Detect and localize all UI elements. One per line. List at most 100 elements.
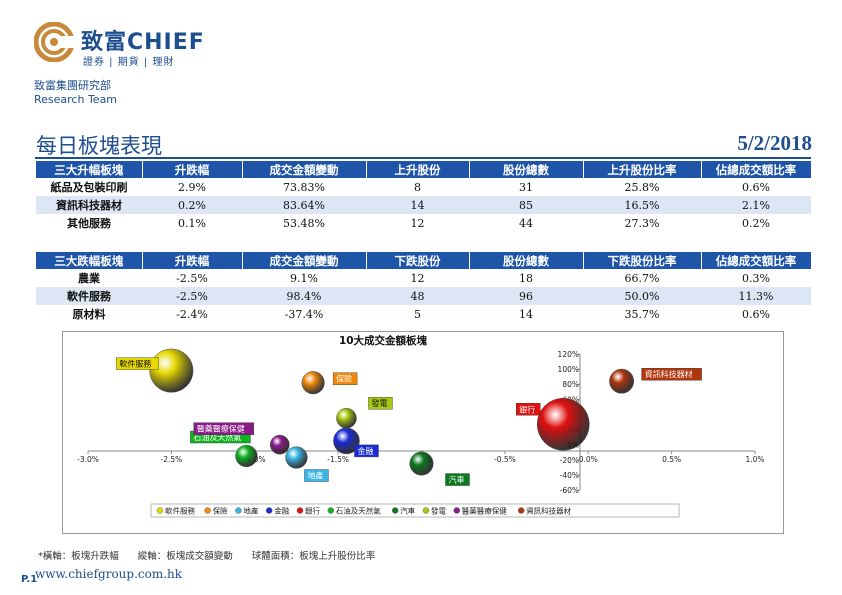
table-cell: 18: [519, 271, 533, 285]
legend-swatch: [296, 507, 304, 514]
table-cell: 73.83%: [283, 180, 325, 194]
y-tick-label: -20%: [560, 456, 579, 465]
bubble-7: [409, 451, 434, 476]
col-header: 佔總成交額比率: [701, 161, 812, 178]
legend-entry: 軟件服務: [165, 506, 195, 516]
sector-name: 農業: [78, 272, 100, 285]
y-tick-label: 120%: [558, 350, 579, 359]
col-header: 下跌股份: [366, 252, 470, 269]
legend-entry: 地產: [243, 506, 258, 516]
table-row: 原材料 -2.4% -37.4% 5 14 35.7% 0.6%: [36, 305, 811, 323]
table-header-row: 三大升幅板塊 升跌幅 成交金額變動 上升股份 股份總數 上升股份比率 佔總成交額…: [36, 161, 812, 178]
bubble-chart-svg: 10大成交金額板塊 -3.0%-2.5%-2.0%-1.5%-1.0%-0.5%…: [77, 334, 765, 518]
bubble-1: [149, 348, 194, 393]
legend-swatch: [156, 507, 164, 514]
top-losers-table: 三大跌幅板塊 升跌幅 成交金額變動 下跌股份 股份總數 下跌股份比率 佔總成交額…: [36, 252, 812, 323]
legend-swatch: [453, 507, 460, 514]
report-date: 5/2/2018: [737, 131, 812, 155]
bubble-label: 汽車: [449, 475, 465, 485]
bubble-label: 資訊科技器材: [645, 369, 693, 379]
table-cell: 14: [366, 196, 469, 214]
table-cell: 12: [410, 271, 425, 285]
bubble-label: 石油及天然氣: [193, 432, 241, 442]
bubble-label: 保險: [336, 374, 352, 384]
department-zh: 致富集團研究部: [34, 79, 111, 92]
bubble-label-box: [368, 397, 393, 410]
legend-entry: 資訊科技器材: [526, 506, 571, 516]
legend-swatch: [265, 507, 273, 514]
company-logo: 致富CHIEF 證券 | 期貨 | 理財: [34, 22, 254, 72]
legend-swatch: [392, 507, 399, 514]
table-row: 其他服務 0.1% 53.48% 12 44 27.3% 0.2%: [36, 214, 811, 232]
y-tick-label: 100%: [558, 365, 579, 374]
bubble-3: [285, 446, 308, 469]
col-header: 成交金額變動: [242, 161, 367, 178]
table-cell: -37.4%: [284, 307, 324, 321]
table-cell: 27.3%: [624, 216, 660, 230]
table-cell: -2.4%: [176, 307, 208, 321]
table-header-row: 三大跌幅板塊 升跌幅 成交金額變動 下跌股份 股份總數 下跌股份比率 佔總成交額…: [36, 252, 812, 269]
table-cell: 2.9%: [178, 180, 206, 194]
table-cell: 0.2%: [742, 216, 770, 230]
department-en: Research Team: [34, 93, 118, 106]
sector-name: 紙品及包裝印刷: [50, 181, 128, 194]
top-gainers-table: 三大升幅板塊 升跌幅 成交金額變動 上升股份 股份總數 上升股份比率 佔總成交額…: [36, 161, 812, 232]
y-tick-label: 80%: [562, 380, 579, 389]
bubble-label-box: [516, 403, 541, 416]
table-cell: 16.5%: [583, 196, 701, 214]
col-header: 上升股份: [366, 161, 470, 178]
x-tick-label: -0.5%: [494, 455, 516, 464]
legend-entry: 石油及天然氣: [336, 506, 381, 516]
legend-swatch: [235, 507, 242, 514]
table-cell: 14: [519, 307, 533, 321]
x-tick-label: 0.5%: [662, 455, 681, 464]
table-cell: 11.3%: [701, 287, 811, 305]
table-cell: 0.3%: [742, 271, 770, 285]
col-header: 升跌幅: [142, 161, 243, 178]
chart-bubbles: [149, 348, 635, 476]
table-cell: 8: [414, 180, 421, 194]
bubble-label: 銀行: [519, 404, 535, 414]
legend-swatch: [518, 507, 525, 514]
page-title: 每日板塊表現: [36, 134, 162, 158]
bubble-label-box: [641, 368, 702, 381]
bubble-label-box: [116, 357, 159, 370]
table-row: 農業 -2.5% 9.1% 12 18 66.7% 0.3%: [36, 269, 811, 287]
legend-box: [150, 503, 680, 518]
bubble-chart: 10大成交金額板塊 -3.0%-2.5%-2.0%-1.5%-1.0%-0.5%…: [62, 331, 784, 534]
chart-footnote: *橫軸：板塊升跌幅 縱軸：板塊成交額變動 球體面積：板塊上升股份比率: [38, 551, 376, 562]
table-cell: 2.1%: [701, 196, 811, 214]
legend-swatch: [327, 507, 334, 514]
table-cell: 12: [410, 216, 425, 230]
title-divider: [35, 157, 811, 159]
table-row: 軟件服務 -2.5% 98.4% 48 96 50.0% 11.3%: [36, 287, 811, 305]
bubble-8: [336, 407, 357, 429]
table-cell: -2.5%: [142, 287, 242, 305]
table-row: 資訊科技器材 0.2% 83.64% 14 85 16.5% 2.1%: [36, 196, 811, 214]
website-link[interactable]: www.chiefgroup.com.hk: [35, 567, 183, 581]
bubble-label-box: [193, 422, 254, 435]
table-cell: 35.7%: [624, 307, 660, 321]
legend-swatch: [204, 507, 211, 514]
bubble-label-box: [332, 372, 358, 385]
legend-entry: 銀行: [305, 506, 320, 516]
table-cell: 0.2%: [142, 196, 242, 214]
col-header: 成交金額變動: [242, 252, 367, 269]
x-tick-label: -2.5%: [160, 455, 182, 464]
bubble-label: 金融: [357, 446, 373, 456]
x-tick-label: 1.0%: [745, 455, 764, 464]
sector-name: 原材料: [72, 308, 106, 321]
chief-logo-icon: [34, 22, 74, 62]
bubble-label: 軟件服務: [119, 359, 151, 369]
y-tick-label: -40%: [560, 471, 579, 480]
bubble-label: 發電: [371, 399, 387, 408]
table-cell: 83.64%: [242, 196, 366, 214]
table-cell: 85: [469, 196, 583, 214]
bubble-5: [536, 397, 590, 451]
page-number: P.1: [21, 574, 38, 585]
bubble-label-box: [304, 469, 329, 482]
col-header: 上升股份比率: [583, 161, 702, 178]
table-cell: 9.1%: [290, 271, 318, 285]
table-cell: 0.1%: [178, 216, 206, 230]
legend-entry: 汽車: [400, 506, 415, 516]
